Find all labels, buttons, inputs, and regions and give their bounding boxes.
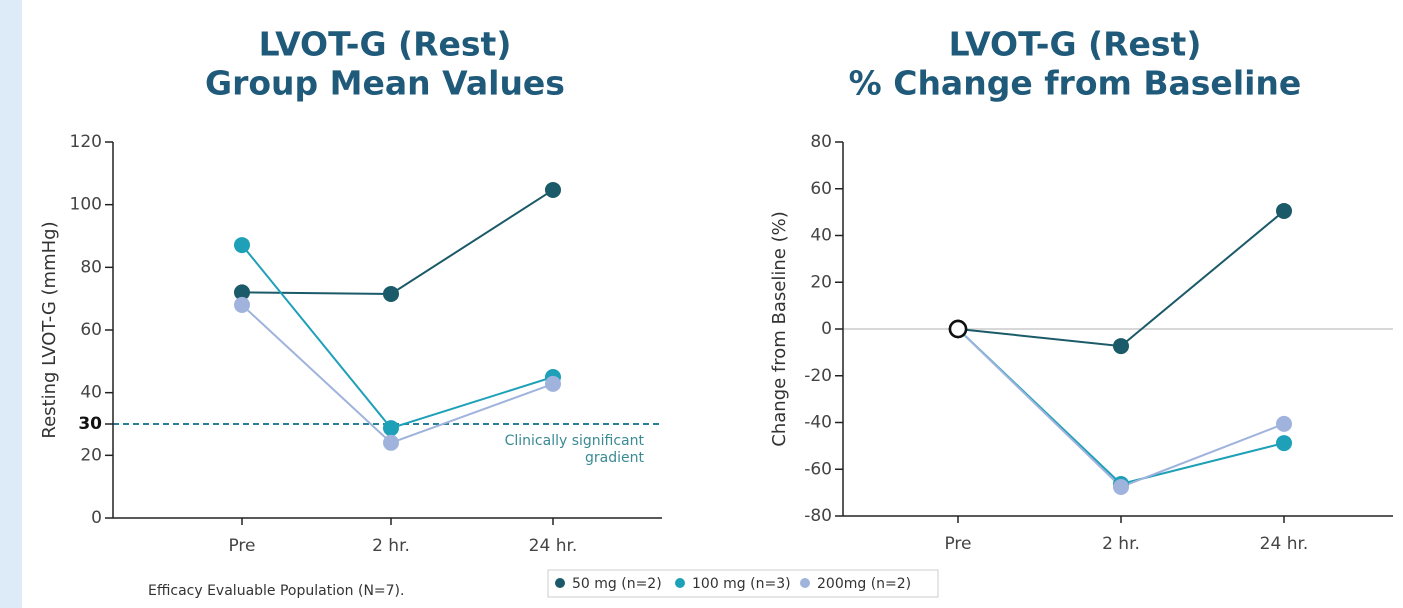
y-tick-label: 0 — [91, 508, 102, 528]
x-tick-label: 24 hr. — [1260, 534, 1309, 554]
y-tick-label: 20 — [80, 445, 102, 465]
data-point — [234, 237, 250, 254]
legend-marker — [675, 578, 685, 588]
reference-annotation: Clinically significant — [505, 433, 645, 449]
reference-annotation: gradient — [585, 450, 644, 466]
y-tick-label: -60 — [804, 459, 832, 479]
legend-label: 50 mg (n=2) — [572, 576, 662, 592]
y-axis-label: Change from Baseline (%) — [769, 211, 790, 446]
y-tick-label: 80 — [80, 257, 102, 277]
x-tick-label: 2 hr. — [1102, 534, 1140, 554]
data-point — [383, 285, 399, 302]
y-tick-label: 100 — [70, 195, 102, 215]
legend-marker — [800, 578, 810, 588]
chart-title: % Change from Baseline — [849, 64, 1302, 103]
x-tick-label: 2 hr. — [372, 536, 410, 556]
data-point — [1276, 202, 1292, 219]
y-tick-label: 80 — [810, 132, 832, 152]
chart-title: Group Mean Values — [205, 64, 565, 103]
y-tick-label: 40 — [810, 226, 832, 246]
data-point — [948, 319, 968, 339]
data-point — [383, 420, 399, 437]
y-tick-label: -20 — [804, 366, 832, 386]
data-point — [545, 375, 561, 392]
legend-box — [547, 569, 939, 598]
data-point — [1113, 338, 1129, 355]
legend-label: 100 mg (n=3) — [692, 576, 791, 592]
data-point — [1276, 415, 1292, 432]
x-tick-label: Pre — [228, 536, 255, 556]
legend-marker — [555, 578, 565, 588]
y-tick-label: 0 — [821, 319, 832, 339]
y-tick-label: 40 — [80, 383, 102, 403]
y-axis-label: Resting LVOT-G (mmHg) — [39, 221, 60, 438]
y-tick-label: 20 — [810, 272, 832, 292]
chart-title: LVOT-G (Rest) — [259, 25, 512, 64]
side-strip — [0, 0, 22, 608]
x-tick-label: Pre — [944, 534, 971, 554]
series-line — [241, 189, 554, 295]
y-tick-label: -40 — [804, 413, 832, 433]
y-tick-label: 60 — [80, 320, 102, 340]
series-line — [957, 210, 1285, 348]
data-point — [1113, 479, 1129, 496]
data-point — [1276, 435, 1292, 452]
data-point — [383, 434, 399, 451]
data-point — [234, 284, 250, 301]
reference-tick-label: 30 — [78, 414, 102, 434]
footnote: Efficacy Evaluable Population (N=7). — [148, 583, 404, 599]
data-point — [234, 296, 250, 313]
data-point — [545, 181, 561, 198]
chart-title: LVOT-G (Rest) — [949, 25, 1202, 64]
series-line — [241, 304, 554, 444]
legend-label: 200mg (n=2) — [817, 576, 911, 592]
y-tick-label: 60 — [810, 179, 832, 199]
y-tick-label: -80 — [804, 506, 832, 526]
x-tick-label: 24 hr. — [529, 536, 578, 556]
y-tick-label: 120 — [70, 132, 102, 152]
